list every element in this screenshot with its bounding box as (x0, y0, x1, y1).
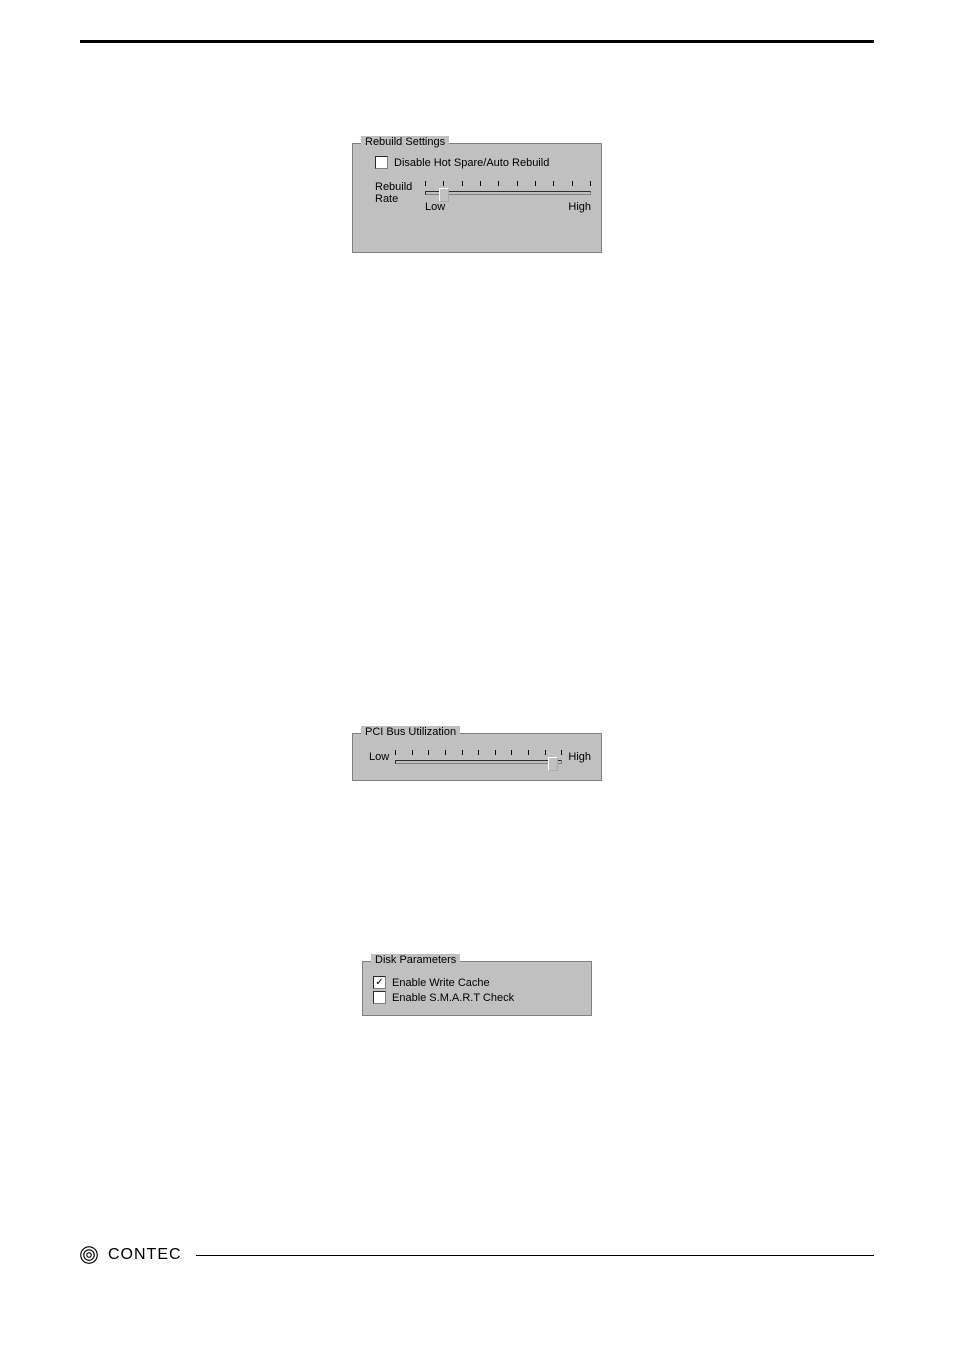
rebuild-rate-low: Low (425, 201, 445, 213)
rebuild-rate-high: High (568, 201, 591, 213)
pci-high-label: High (568, 751, 591, 763)
disable-hotspare-row: Disable Hot Spare/Auto Rebuild (375, 156, 591, 169)
rebuild-settings-panel: Rebuild Settings Disable Hot Spare/Auto … (352, 143, 602, 253)
rebuild-rate-scale-labels: Low High (425, 201, 591, 213)
pci-bus-title: PCI Bus Utilization (361, 726, 460, 738)
disable-hotspare-checkbox[interactable] (375, 156, 388, 169)
rebuild-rate-ticks (425, 181, 591, 189)
disable-hotspare-label: Disable Hot Spare/Auto Rebuild (394, 157, 549, 169)
write-cache-label: Enable Write Cache (392, 977, 490, 989)
smart-check-checkbox[interactable] (373, 991, 386, 1004)
rebuild-settings-title: Rebuild Settings (361, 136, 449, 148)
pci-bus-panel: PCI Bus Utilization Low High (352, 733, 602, 781)
contec-logo-icon (80, 1246, 98, 1264)
pci-low-label: Low (369, 751, 389, 763)
smart-check-row: Enable S.M.A.R.T Check (373, 991, 581, 1004)
rebuild-rate-slider-wrap: Low High (425, 181, 591, 213)
rebuild-rate-label: Rebuild Rate (375, 181, 417, 205)
pci-slider-row: Low High (363, 750, 591, 764)
disk-params-title: Disk Parameters (371, 954, 460, 966)
rebuild-rate-thumb[interactable] (439, 188, 449, 202)
pci-slider[interactable] (395, 760, 562, 764)
contec-logo-text: CONTEC (108, 1246, 182, 1264)
rebuild-rate-row: Rebuild Rate Low High (375, 181, 591, 213)
pci-thumb[interactable] (548, 757, 558, 771)
pci-ticks (395, 750, 562, 758)
header-rule (80, 40, 874, 43)
footer: CONTEC (80, 1246, 874, 1264)
footer-rule (196, 1255, 874, 1256)
write-cache-row: ✓ Enable Write Cache (373, 976, 581, 989)
disk-params-panel: Disk Parameters ✓ Enable Write Cache Ena… (362, 961, 592, 1016)
rebuild-rate-slider[interactable] (425, 191, 591, 195)
pci-slider-wrap (395, 750, 562, 764)
smart-check-label: Enable S.M.A.R.T Check (392, 992, 514, 1004)
write-cache-checkbox[interactable]: ✓ (373, 976, 386, 989)
